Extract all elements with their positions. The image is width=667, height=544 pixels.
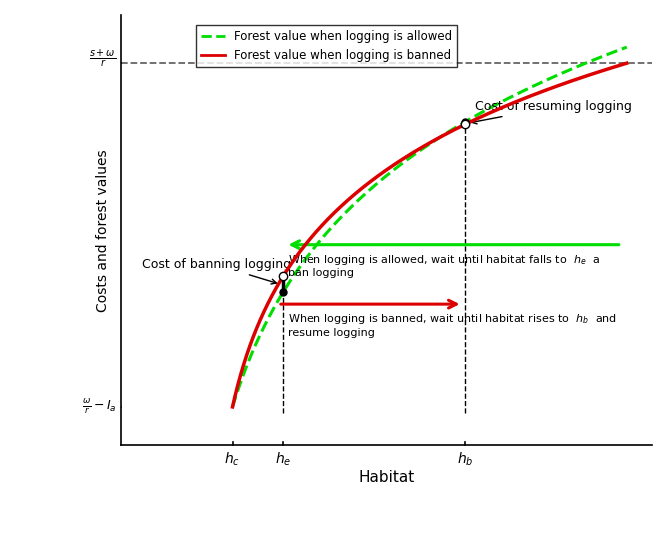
Text: Cost of banning logging: Cost of banning logging [141, 258, 291, 284]
Text: $\frac{\omega}{r}-I_a$: $\frac{\omega}{r}-I_a$ [81, 398, 116, 416]
Text: $\frac{s+\omega}{r}$: $\frac{s+\omega}{r}$ [89, 47, 116, 70]
Text: $h_b$: $h_b$ [457, 450, 474, 468]
Legend: Forest value when logging is allowed, Forest value when logging is banned: Forest value when logging is allowed, Fo… [196, 25, 457, 66]
X-axis label: Habitat: Habitat [359, 471, 415, 485]
Text: When logging is banned, wait until habitat rises to  $\it{h}_b$  and
resume logg: When logging is banned, wait until habit… [288, 312, 617, 338]
Text: When logging is allowed, wait until habitat falls to  $\it{h}_e$  a
ban logging: When logging is allowed, wait until habi… [288, 253, 600, 279]
Y-axis label: Costs and forest values: Costs and forest values [96, 149, 110, 312]
Text: $h_c$: $h_c$ [225, 450, 241, 468]
Text: $h_e$: $h_e$ [275, 450, 291, 468]
Text: Cost of resuming logging: Cost of resuming logging [472, 100, 632, 124]
